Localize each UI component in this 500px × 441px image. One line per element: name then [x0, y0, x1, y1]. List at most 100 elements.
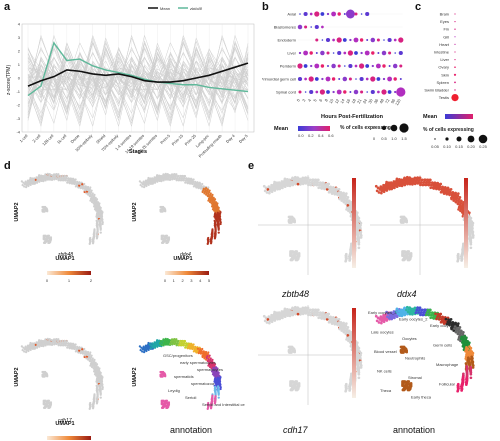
umap-point [392, 180, 396, 183]
umap-point [99, 391, 102, 395]
umap-point [458, 196, 462, 199]
panel-label-e: e [248, 160, 255, 172]
umap-point [88, 239, 92, 243]
umap-point [75, 184, 79, 187]
dot [398, 50, 403, 56]
umap-point [462, 337, 465, 340]
umap-point [143, 349, 146, 352]
umap-point [355, 341, 359, 345]
umap-point [330, 322, 334, 326]
umap-point [281, 313, 285, 316]
umap-point [172, 175, 175, 178]
umap-point [95, 363, 99, 366]
umap-point [349, 333, 352, 337]
umap-point [142, 180, 145, 183]
umap-point [91, 197, 95, 200]
cluster-label: Early oocytes_3 [368, 310, 397, 315]
umap-point [41, 373, 45, 377]
umap-point [393, 183, 397, 186]
umap-point [346, 326, 350, 329]
umap-point [175, 179, 178, 182]
umap-point [374, 184, 378, 188]
umap-point [459, 329, 463, 333]
umap-point [313, 311, 317, 314]
umap-point [25, 184, 28, 187]
dot [337, 50, 342, 56]
tissue-label: Spinal cord [276, 90, 296, 95]
umap-point [303, 308, 307, 312]
umap-point [337, 191, 340, 194]
umap-point [471, 230, 475, 234]
umap-point [464, 381, 468, 385]
umap-point [97, 372, 100, 375]
umap-point [163, 177, 166, 180]
dot [338, 78, 341, 80]
umap-point [295, 307, 299, 311]
umap-point [405, 308, 408, 312]
umap-point [459, 255, 463, 258]
umap-point [193, 184, 197, 187]
umap-point [456, 322, 460, 325]
umap-point [465, 368, 469, 371]
umap-point [469, 346, 473, 350]
umap-point [44, 173, 47, 176]
dot [393, 77, 397, 81]
umap-point [331, 320, 335, 323]
umap-point [314, 178, 318, 182]
dot [337, 12, 341, 16]
umap-point [95, 237, 99, 240]
umap-point [211, 363, 214, 367]
umap-point [262, 184, 266, 188]
umap-point [151, 342, 154, 345]
colorbar-tick: 0 [46, 278, 49, 283]
umap-point [318, 183, 321, 187]
umap-point [151, 346, 155, 349]
d-gene-ddx4: ddx4 [180, 252, 191, 258]
umap-point [383, 188, 386, 192]
umap-point [169, 343, 172, 346]
umap-point [456, 384, 460, 388]
cluster-label: spermatocytes [197, 367, 223, 372]
umap-point [324, 185, 327, 188]
umap-point [318, 313, 321, 317]
umap-point [149, 347, 152, 350]
umap-point [167, 240, 170, 243]
umap-point [91, 192, 94, 195]
umap-point [148, 345, 151, 348]
umap-point [198, 350, 201, 353]
umap-point [30, 180, 33, 183]
umap-point [437, 318, 441, 321]
umap-point [359, 227, 362, 230]
umap-point [91, 238, 94, 242]
umap-point [206, 404, 210, 408]
umap-point [210, 195, 213, 198]
umap-point [35, 341, 38, 344]
umap-point [86, 188, 89, 192]
umap-point [456, 202, 460, 206]
hour-tick: 18 [350, 97, 357, 104]
umap-point [191, 182, 194, 186]
panel-b-mean-title: Mean [274, 126, 289, 132]
colorbar [47, 436, 91, 440]
umap-point [204, 351, 208, 355]
umap-point [82, 185, 85, 188]
umap-point [357, 242, 361, 246]
umap-point [33, 181, 37, 184]
umap-point [459, 331, 462, 335]
y-tick: 4 [18, 22, 21, 27]
umap-point [425, 311, 429, 314]
dot [320, 12, 325, 16]
umap-point [183, 342, 186, 345]
umap-point [326, 185, 330, 189]
umap-point [209, 197, 213, 200]
tissue-label: Endoderm [278, 38, 297, 43]
umap-point [311, 178, 315, 182]
umap-point [199, 187, 203, 190]
umap-point [178, 344, 181, 347]
umap-point [417, 181, 420, 184]
dot [359, 38, 364, 42]
umap-point [179, 339, 182, 343]
umap-point [449, 318, 453, 321]
umap-point [402, 215, 406, 219]
